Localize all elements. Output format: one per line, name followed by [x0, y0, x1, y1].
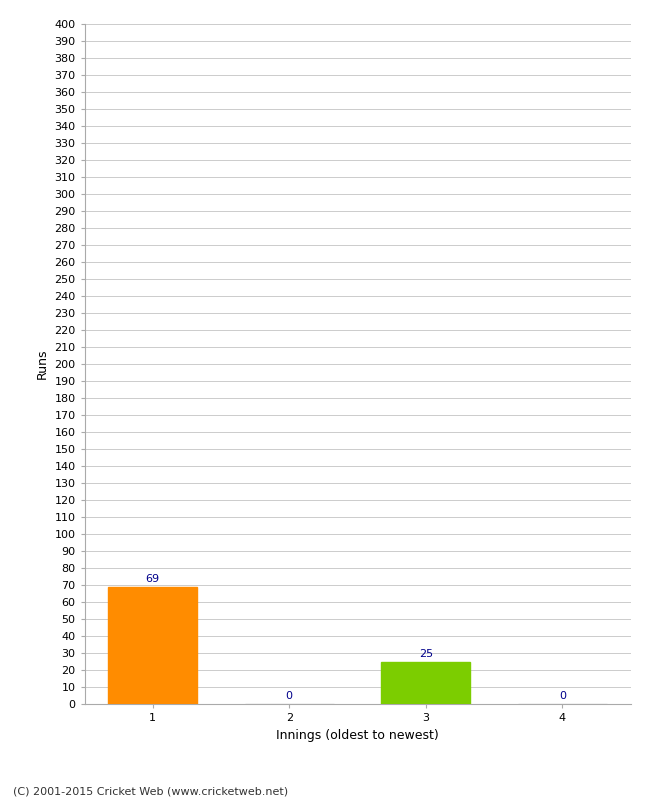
- Text: 69: 69: [146, 574, 160, 584]
- Text: 25: 25: [419, 649, 433, 659]
- Text: 0: 0: [286, 691, 292, 702]
- Text: (C) 2001-2015 Cricket Web (www.cricketweb.net): (C) 2001-2015 Cricket Web (www.cricketwe…: [13, 786, 288, 796]
- X-axis label: Innings (oldest to newest): Innings (oldest to newest): [276, 729, 439, 742]
- Bar: [382, 662, 470, 704]
- Text: 0: 0: [559, 691, 566, 702]
- Y-axis label: Runs: Runs: [36, 349, 49, 379]
- Bar: [109, 586, 197, 704]
